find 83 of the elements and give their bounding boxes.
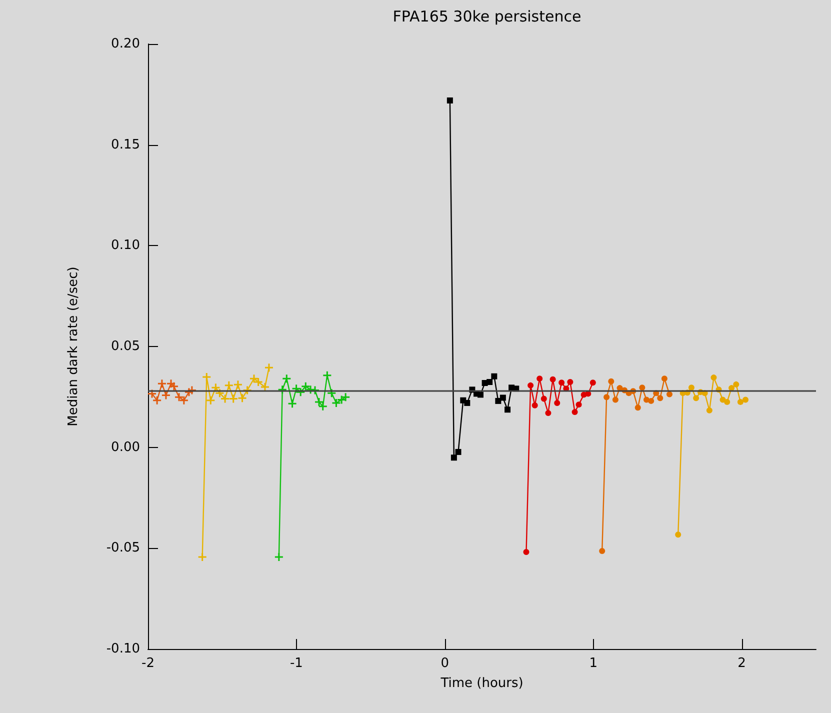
point <box>604 394 610 400</box>
point <box>590 380 596 386</box>
x-tick-label: -1 <box>290 656 303 671</box>
x-tick-label: -2 <box>142 656 154 671</box>
point <box>688 384 694 391</box>
point <box>166 378 176 388</box>
y-tick-label: -0.05 <box>106 540 140 556</box>
y-tick-label: 0.20 <box>111 36 140 52</box>
point <box>528 382 534 388</box>
y-tick-label: 0.00 <box>111 440 140 455</box>
point <box>478 392 484 398</box>
point <box>550 376 556 382</box>
point <box>184 387 194 397</box>
point <box>157 378 167 388</box>
point <box>464 400 470 406</box>
x-tick-label: 2 <box>738 656 746 671</box>
point <box>238 393 248 403</box>
point <box>242 386 252 396</box>
point <box>233 380 243 390</box>
point <box>446 97 453 104</box>
point <box>322 370 332 380</box>
point <box>161 390 171 400</box>
point <box>661 376 668 382</box>
point <box>639 384 646 391</box>
point <box>554 400 560 406</box>
point <box>608 378 614 384</box>
point <box>264 362 274 372</box>
point <box>567 378 574 385</box>
point <box>504 406 511 413</box>
point <box>742 396 748 403</box>
point <box>282 374 292 384</box>
point <box>572 409 578 416</box>
point <box>224 380 234 390</box>
point <box>278 384 288 394</box>
point <box>198 552 208 562</box>
y-tick-label: 0.05 <box>111 339 140 354</box>
point <box>206 396 216 406</box>
point <box>500 394 506 401</box>
point <box>455 448 462 455</box>
x-tick-label: 0 <box>440 656 450 671</box>
y-tick-label: 0.15 <box>111 137 140 152</box>
x-tick-label: 1 <box>589 656 598 671</box>
point <box>296 387 306 397</box>
point <box>532 402 538 408</box>
point <box>340 392 350 402</box>
point <box>331 398 341 408</box>
point <box>648 398 654 404</box>
point <box>737 398 744 405</box>
point <box>657 395 664 402</box>
point <box>545 410 552 416</box>
point <box>187 386 197 396</box>
point <box>326 388 336 398</box>
point <box>576 402 582 408</box>
point <box>336 394 346 404</box>
point <box>710 374 717 381</box>
point <box>450 454 457 461</box>
point <box>169 382 179 392</box>
point <box>666 391 672 398</box>
point <box>733 381 740 388</box>
point <box>523 549 530 555</box>
point <box>536 376 543 382</box>
chart-title: FPA165 30ke persistence <box>392 8 582 26</box>
point <box>706 407 712 414</box>
y-tick-label: 0.10 <box>111 238 140 254</box>
y-tick-label: -0.10 <box>106 642 140 656</box>
point <box>288 398 298 408</box>
point <box>292 384 302 394</box>
point <box>675 532 682 538</box>
x-axis-title: Time (hours) <box>440 676 524 691</box>
point <box>486 378 493 385</box>
point <box>491 373 498 380</box>
point <box>634 404 641 411</box>
y-axis-title: Median dark rate (e/sec) <box>66 266 81 426</box>
point <box>558 380 565 386</box>
point <box>540 396 547 402</box>
point <box>599 548 606 554</box>
point <box>693 395 700 402</box>
point <box>612 396 618 403</box>
point <box>202 372 212 382</box>
point <box>495 398 502 404</box>
point <box>724 398 730 405</box>
point <box>274 552 284 562</box>
point <box>228 394 238 404</box>
